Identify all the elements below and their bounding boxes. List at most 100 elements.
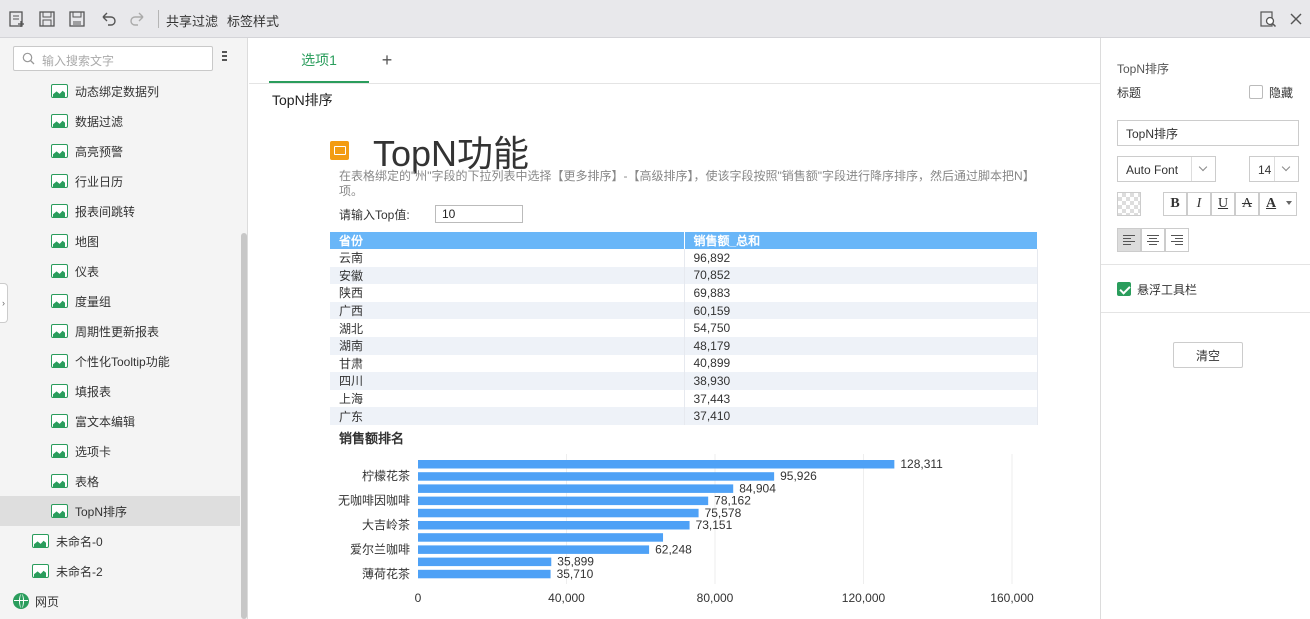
x-tick-label: 40,000 xyxy=(548,591,585,605)
column-header-sales[interactable]: 销售额_总和 xyxy=(684,232,1038,249)
properties-panel: TopN排序 标题 隐藏 Auto Font 14 B I U A A 悬浮工具… xyxy=(1100,38,1310,619)
sidebar-item-label: 高亮预警 xyxy=(75,144,124,159)
align-left-button[interactable] xyxy=(1117,228,1141,252)
bar xyxy=(418,496,709,506)
sidebar-item-label: 地图 xyxy=(75,234,100,249)
sidebar-item[interactable]: 个性化Tooltip功能 xyxy=(0,346,240,376)
table-cell: 70,852 xyxy=(684,266,1038,285)
y-category-label: 无咖啡因咖啡 xyxy=(338,493,410,508)
italic-button[interactable]: I xyxy=(1187,192,1211,216)
bar-value-label: 128,311 xyxy=(900,457,943,471)
align-center-button[interactable] xyxy=(1141,228,1165,252)
sidebar-item-label: 周期性更新报表 xyxy=(75,324,160,339)
sidebar-item-label: TopN排序 xyxy=(75,504,128,519)
report-icon xyxy=(51,264,68,278)
y-category-label: 柠檬花茶 xyxy=(362,468,410,483)
font-size-select[interactable]: 14 xyxy=(1249,156,1299,182)
panel-divider xyxy=(1101,312,1310,313)
table-cell: 湖北 xyxy=(330,319,685,337)
sidebar-item[interactable]: 网页 xyxy=(0,586,240,616)
strikethrough-button[interactable]: A xyxy=(1235,192,1259,216)
hide-label: 隐藏 xyxy=(1269,86,1294,100)
align-right-button[interactable] xyxy=(1165,228,1189,252)
y-category-label: 爱尔兰咖啡 xyxy=(350,541,410,556)
sidebar-item[interactable]: 数据过滤 xyxy=(0,106,240,136)
sidebar-item-label: 个性化Tooltip功能 xyxy=(75,354,170,369)
bar xyxy=(418,472,775,481)
floating-toolbar-checkbox[interactable] xyxy=(1117,282,1131,296)
sidebar-item[interactable]: 未命名-0 xyxy=(0,526,240,556)
sidebar-item-selected[interactable]: TopN排序 xyxy=(0,496,240,526)
sidebar-item[interactable]: 动态绑定数据列 xyxy=(0,76,240,106)
font-select[interactable]: Auto Font xyxy=(1117,156,1216,182)
description-text: 在表格绑定的"州"字段的下拉列表中选择【更多排序】-【高级排序】，使该字段按照"… xyxy=(339,169,1029,198)
y-category-label: 大吉岭茶 xyxy=(362,517,410,532)
sidebar-item[interactable]: 地图 xyxy=(0,226,240,256)
collapse-toggle[interactable]: › xyxy=(0,283,8,323)
sidebar-item[interactable]: 度量组 xyxy=(0,286,240,316)
report-icon xyxy=(51,504,68,518)
font-value: Auto Font xyxy=(1126,163,1179,177)
title-input[interactable] xyxy=(1117,120,1299,146)
sidebar-item[interactable]: 报表间跳转 xyxy=(0,196,240,226)
table-cell: 甘肃 xyxy=(330,354,685,373)
report-icon xyxy=(51,384,68,398)
x-tick-label: 120,000 xyxy=(842,591,886,605)
sidebar-item[interactable]: 行业日历 xyxy=(0,166,240,196)
sidebar-item[interactable]: 表格 xyxy=(0,466,240,496)
new-report-icon[interactable] xyxy=(7,9,27,29)
table-row: 甘肃 40,899 xyxy=(330,354,1038,373)
underline-button[interactable]: U xyxy=(1211,192,1235,216)
sidebar-item[interactable]: 富文本编辑 xyxy=(0,406,240,436)
font-color-button[interactable]: A xyxy=(1259,192,1297,216)
sidebar-item[interactable]: 高亮预警 xyxy=(0,136,240,166)
preview-icon[interactable] xyxy=(1258,9,1278,29)
chart-title: 销售额排名 xyxy=(339,431,405,446)
sidebar-menu-icon[interactable] xyxy=(222,51,228,65)
save-icon[interactable] xyxy=(37,9,57,29)
sidebar-item-label: 富文本编辑 xyxy=(75,414,136,429)
sidebar-item[interactable]: 填报表 xyxy=(0,376,240,406)
bold-button[interactable]: B xyxy=(1163,192,1187,216)
sidebar-item[interactable]: 仪表 xyxy=(0,256,240,286)
label-style-button[interactable]: 标签样式 xyxy=(227,14,280,29)
share-filter-button[interactable]: 共享过滤 xyxy=(166,14,219,29)
bar-value-label: 62,248 xyxy=(655,542,692,556)
sidebar-item[interactable]: 周期性更新报表 xyxy=(0,316,240,346)
report-sidebar: 输入搜索文字 动态绑定数据列 数据过滤 高亮预警 行业日历 报表间跳转 地图 仪… xyxy=(0,38,248,619)
top-toolbar: 共享过滤 标签样式 xyxy=(0,0,1310,38)
table-row: 云南 96,892 xyxy=(330,249,1038,267)
x-tick-label: 160,000 xyxy=(990,591,1034,605)
table-cell: 60,159 xyxy=(684,301,1038,320)
report-icon xyxy=(32,564,49,578)
report-icon xyxy=(51,324,68,338)
globe-icon xyxy=(13,593,29,609)
sidebar-item-label: 动态绑定数据列 xyxy=(75,84,160,99)
table-row: 湖北 54,750 xyxy=(330,319,1038,337)
font-size-value: 14 xyxy=(1258,163,1272,177)
bar xyxy=(418,569,551,579)
sidebar-scrollbar[interactable] xyxy=(241,233,247,619)
add-tab-button[interactable]: + xyxy=(381,50,393,70)
search-input[interactable]: 输入搜索文字 xyxy=(13,46,213,71)
bar-value-label: 75,578 xyxy=(705,506,742,520)
sidebar-item[interactable]: 选项卡 xyxy=(0,436,240,466)
bar xyxy=(418,545,650,554)
column-header-province[interactable]: 省份 xyxy=(330,232,685,249)
table-row: 湖南 48,179 xyxy=(330,336,1038,355)
clear-button[interactable]: 清空 xyxy=(1173,342,1243,368)
background-color-button[interactable] xyxy=(1117,192,1141,216)
undo-icon[interactable] xyxy=(98,9,118,29)
report-icon xyxy=(51,294,68,308)
table-row: 四川 38,930 xyxy=(330,372,1038,390)
save-as-icon[interactable] xyxy=(67,9,87,29)
close-icon[interactable] xyxy=(1286,9,1306,29)
redo-icon[interactable] xyxy=(128,9,148,29)
report-icon xyxy=(51,114,68,128)
sidebar-item-label: 行业日历 xyxy=(75,174,124,189)
tab-option1[interactable]: 选项1 xyxy=(269,38,369,83)
sidebar-item[interactable]: 未命名-2 xyxy=(0,556,240,586)
report-icon xyxy=(51,234,68,248)
hide-checkbox[interactable] xyxy=(1249,85,1263,99)
top-value-input[interactable] xyxy=(435,205,523,223)
